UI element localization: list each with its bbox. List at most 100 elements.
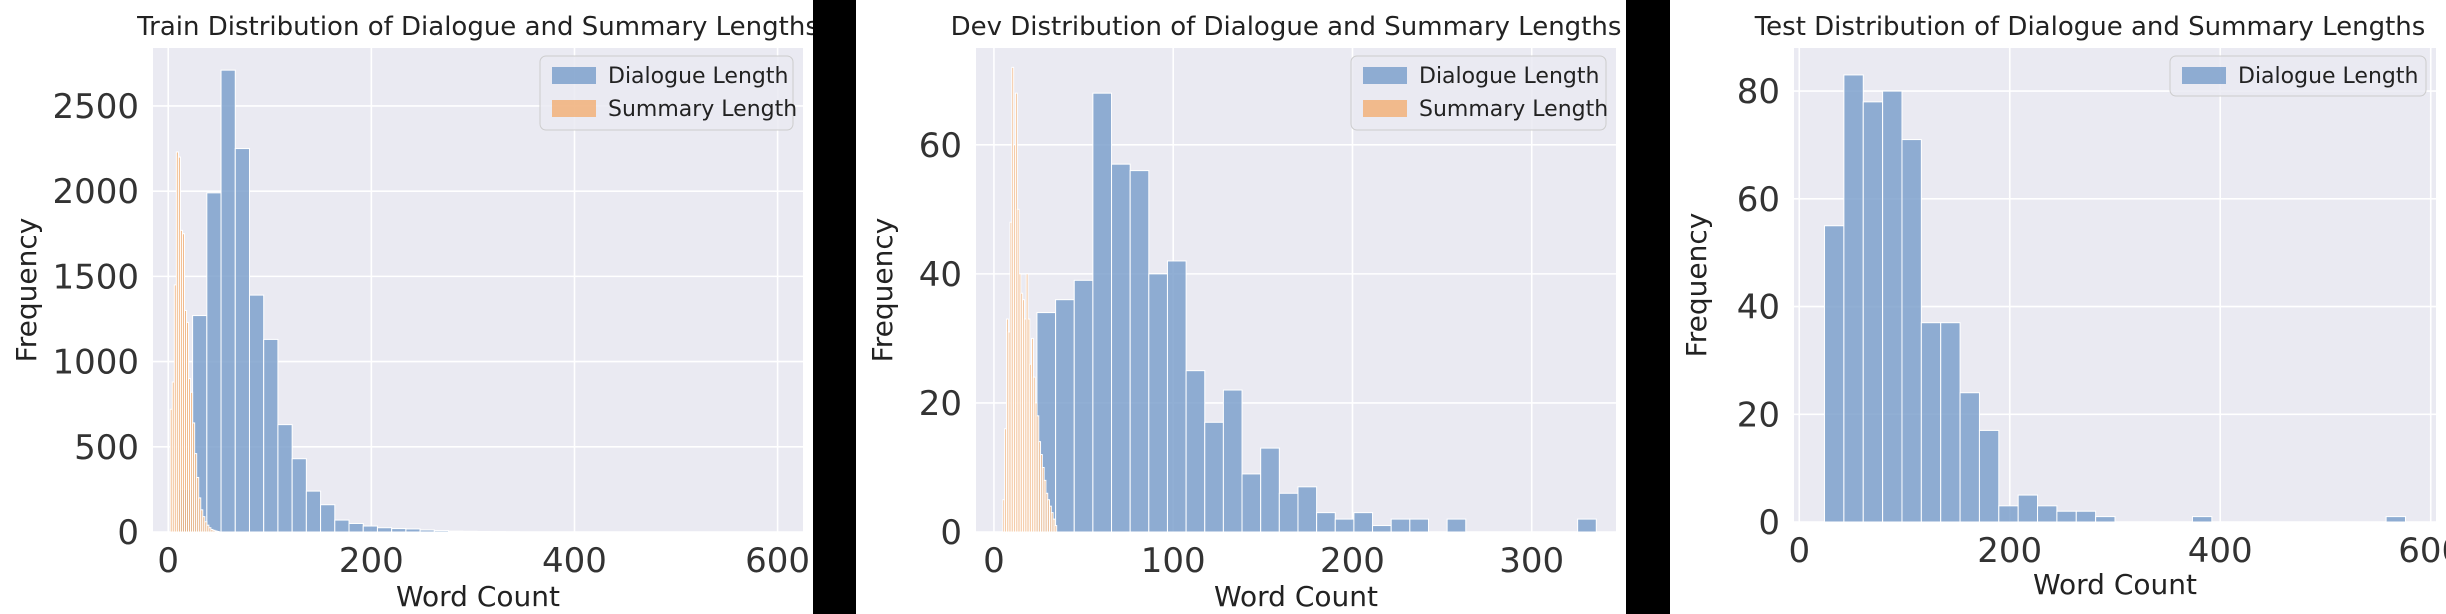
histogram-bar — [1185, 370, 1206, 533]
histogram-bar — [476, 530, 492, 533]
legend-swatch — [1363, 100, 1407, 117]
histogram-bar — [1111, 163, 1131, 533]
y-axis-label: Frequency — [866, 218, 899, 363]
legend: Dialogue Length Summary Length — [539, 55, 797, 131]
x-tick-label: 600 — [745, 541, 810, 581]
histogram-bar — [2075, 510, 2097, 523]
legend-swatch — [552, 100, 596, 117]
histogram-bar — [216, 530, 220, 533]
legend-label: Dialogue Length — [2238, 64, 2418, 89]
x-tick-label: 200 — [1977, 531, 2042, 571]
histogram-bar — [2017, 494, 2039, 523]
y-tick-label: 1000 — [52, 343, 139, 383]
y-tick-label: 40 — [919, 255, 962, 295]
legend-label: Summary Length — [1419, 97, 1608, 122]
y-tick-label: 60 — [1737, 180, 1780, 220]
histogram-bar — [1073, 279, 1094, 533]
x-tick-label: 600 — [2398, 531, 2446, 571]
histogram-bar — [1334, 518, 1355, 533]
y-tick-label: 60 — [919, 126, 962, 166]
histogram-bar — [1862, 101, 1884, 523]
histogram-bar — [1316, 512, 1336, 533]
y-tick-label: 500 — [74, 428, 139, 468]
test-chart-panel: 0 20 40 60 80 0 200 400 600 Test Distribution of … — [1670, 0, 2446, 614]
histogram-bar — [1353, 512, 1374, 533]
histogram-bar — [1092, 92, 1113, 533]
histogram-bar — [2037, 505, 2058, 523]
histogram-bar — [1166, 260, 1187, 533]
histogram-bar — [1260, 447, 1280, 533]
y-tick-label: 1500 — [52, 257, 139, 297]
histogram-bar — [1278, 492, 1299, 533]
dev-chart-panel: 0 20 40 60 0 100 200 300 Dev Distribution of Dia… — [856, 0, 1626, 614]
series-summary-length — [169, 151, 220, 533]
legend-label: Dialogue Length — [608, 64, 788, 89]
histogram-bar — [419, 529, 435, 533]
x-tick-label: 400 — [542, 541, 607, 581]
series-dialogue-length — [1036, 92, 1597, 533]
histogram-bar — [1372, 525, 1392, 533]
histogram-bar — [291, 458, 307, 533]
histogram-bar — [2191, 516, 2213, 523]
histogram-bar — [1241, 473, 1262, 533]
histogram-bar — [220, 69, 236, 533]
y-tick-label: 2000 — [52, 172, 139, 212]
y-axis-label: Frequency — [1680, 213, 1713, 358]
y-tick-label: 0 — [1758, 503, 1780, 543]
series-dialogue-length — [1824, 74, 2406, 523]
histogram-bar — [448, 530, 464, 533]
x-tick-label: 0 — [157, 541, 179, 581]
legend-box — [539, 55, 794, 131]
x-tick-label: 300 — [1499, 541, 1564, 581]
histogram-bar — [1882, 90, 1903, 523]
x-axis-label: Word Count — [396, 580, 560, 613]
legend-box — [1350, 55, 1607, 131]
histogram-bar — [277, 424, 293, 533]
legend: Dialogue Length — [2169, 55, 2427, 97]
histogram-bar — [1978, 429, 2000, 523]
y-tick-label: 40 — [1737, 288, 1780, 328]
series-summary-length — [1002, 66, 1058, 533]
histogram-bar — [391, 528, 407, 533]
histogram-bar — [1054, 525, 1058, 533]
histogram-bar — [1843, 74, 1864, 523]
y-axis-label: Frequency — [10, 218, 43, 363]
y-tick-label: 2500 — [52, 87, 139, 127]
histogram-bar — [433, 530, 450, 533]
histogram-bar — [234, 148, 250, 533]
x-axis-label: Word Count — [2033, 568, 2197, 601]
legend-swatch — [552, 67, 596, 84]
histogram-bar — [1577, 518, 1597, 533]
histogram-bar — [1297, 486, 1318, 533]
histogram-bar — [2385, 516, 2406, 523]
x-tick-label: 100 — [1141, 541, 1206, 581]
histogram-bar — [1959, 392, 1980, 523]
histogram-bar — [1901, 139, 1922, 523]
histogram-bar — [2056, 510, 2077, 523]
legend-label: Dialogue Length — [1419, 64, 1599, 89]
histogram-bar — [462, 530, 478, 533]
histogram-bar — [1055, 299, 1075, 533]
histogram-bar — [348, 522, 364, 533]
histogram-bar — [1129, 170, 1150, 533]
chart-title: Train Distribution of Dialogue and Summa… — [136, 12, 813, 42]
histogram-bar — [2095, 516, 2116, 523]
legend-box — [2169, 55, 2427, 97]
train-chart-panel: 0 500 1000 1500 2000 2500 0 200 400 600 Train Dist… — [0, 0, 813, 614]
histogram-bar — [1148, 273, 1168, 533]
histogram-bar — [1824, 225, 1845, 523]
x-tick-label: 0 — [983, 541, 1005, 581]
y-tick-label: 80 — [1737, 72, 1780, 112]
x-tick-label: 200 — [339, 541, 404, 581]
legend-swatch — [2182, 67, 2226, 84]
histogram-bar — [1940, 322, 1961, 523]
train-histogram-chart: 0 500 1000 1500 2000 2500 0 200 400 600 Train Dist… — [10, 12, 813, 613]
histogram-bar — [305, 490, 322, 533]
histogram-bar — [405, 528, 421, 533]
x-tick-label: 200 — [1320, 541, 1385, 581]
y-tick-label: 0 — [940, 513, 962, 553]
histogram-bar — [263, 338, 279, 533]
histogram-bar — [362, 525, 378, 533]
histogram-bar — [1204, 421, 1224, 533]
chart-title: Test Distribution of Dialogue and Summar… — [1754, 12, 2426, 42]
